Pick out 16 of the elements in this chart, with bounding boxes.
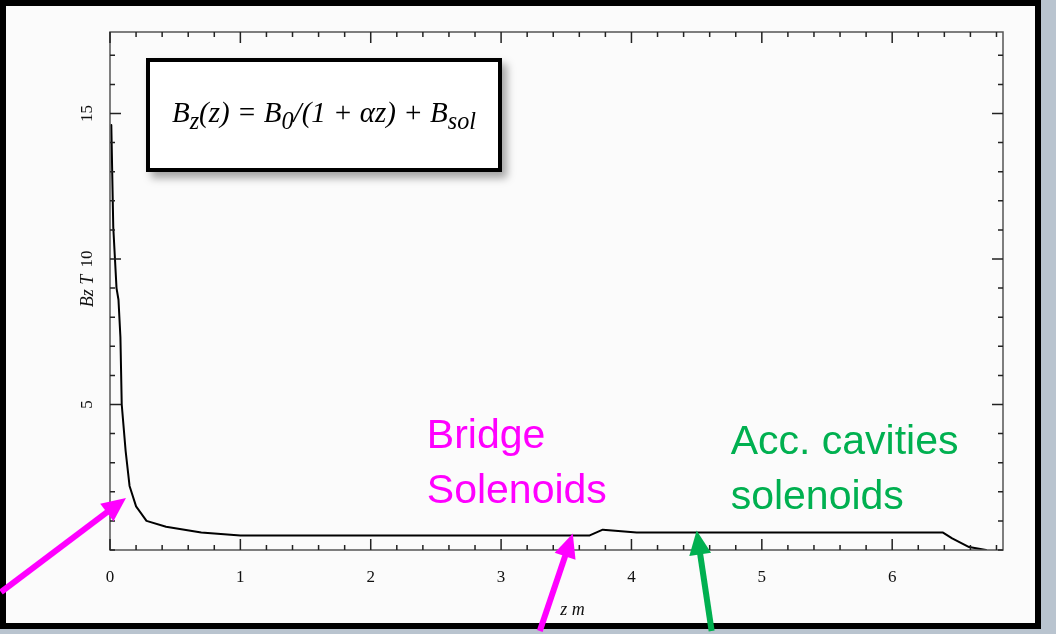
x-tick-label: 4 (627, 567, 637, 587)
y-axis-title: Bz T (76, 272, 97, 308)
y-tick-label: 15 (77, 104, 97, 122)
annotation: B$_{z}$(z) = B$_{0}$/(1 + αz) + B$_{sol}$ (171, 95, 477, 135)
annotation: Acc. cavities solenoids (730, 415, 960, 520)
y-tick-label: 10 (77, 250, 97, 268)
x-tick-label: 6 (887, 567, 897, 587)
annotation: Bridge Solenoids (426, 410, 608, 515)
x-tick-label: 0 (105, 567, 115, 587)
x-tick-label: 1 (236, 567, 245, 587)
x-tick-label: 3 (496, 567, 506, 587)
x-tick-label: 2 (366, 567, 375, 587)
y-tick-label: 5 (77, 400, 97, 409)
x-axis-title: z m (559, 598, 585, 619)
x-tick-label: 5 (757, 567, 767, 587)
formula-box: B$_{z}$(z) = B$_{0}$/(1 + αz) + B$_{sol}$ (146, 58, 502, 172)
